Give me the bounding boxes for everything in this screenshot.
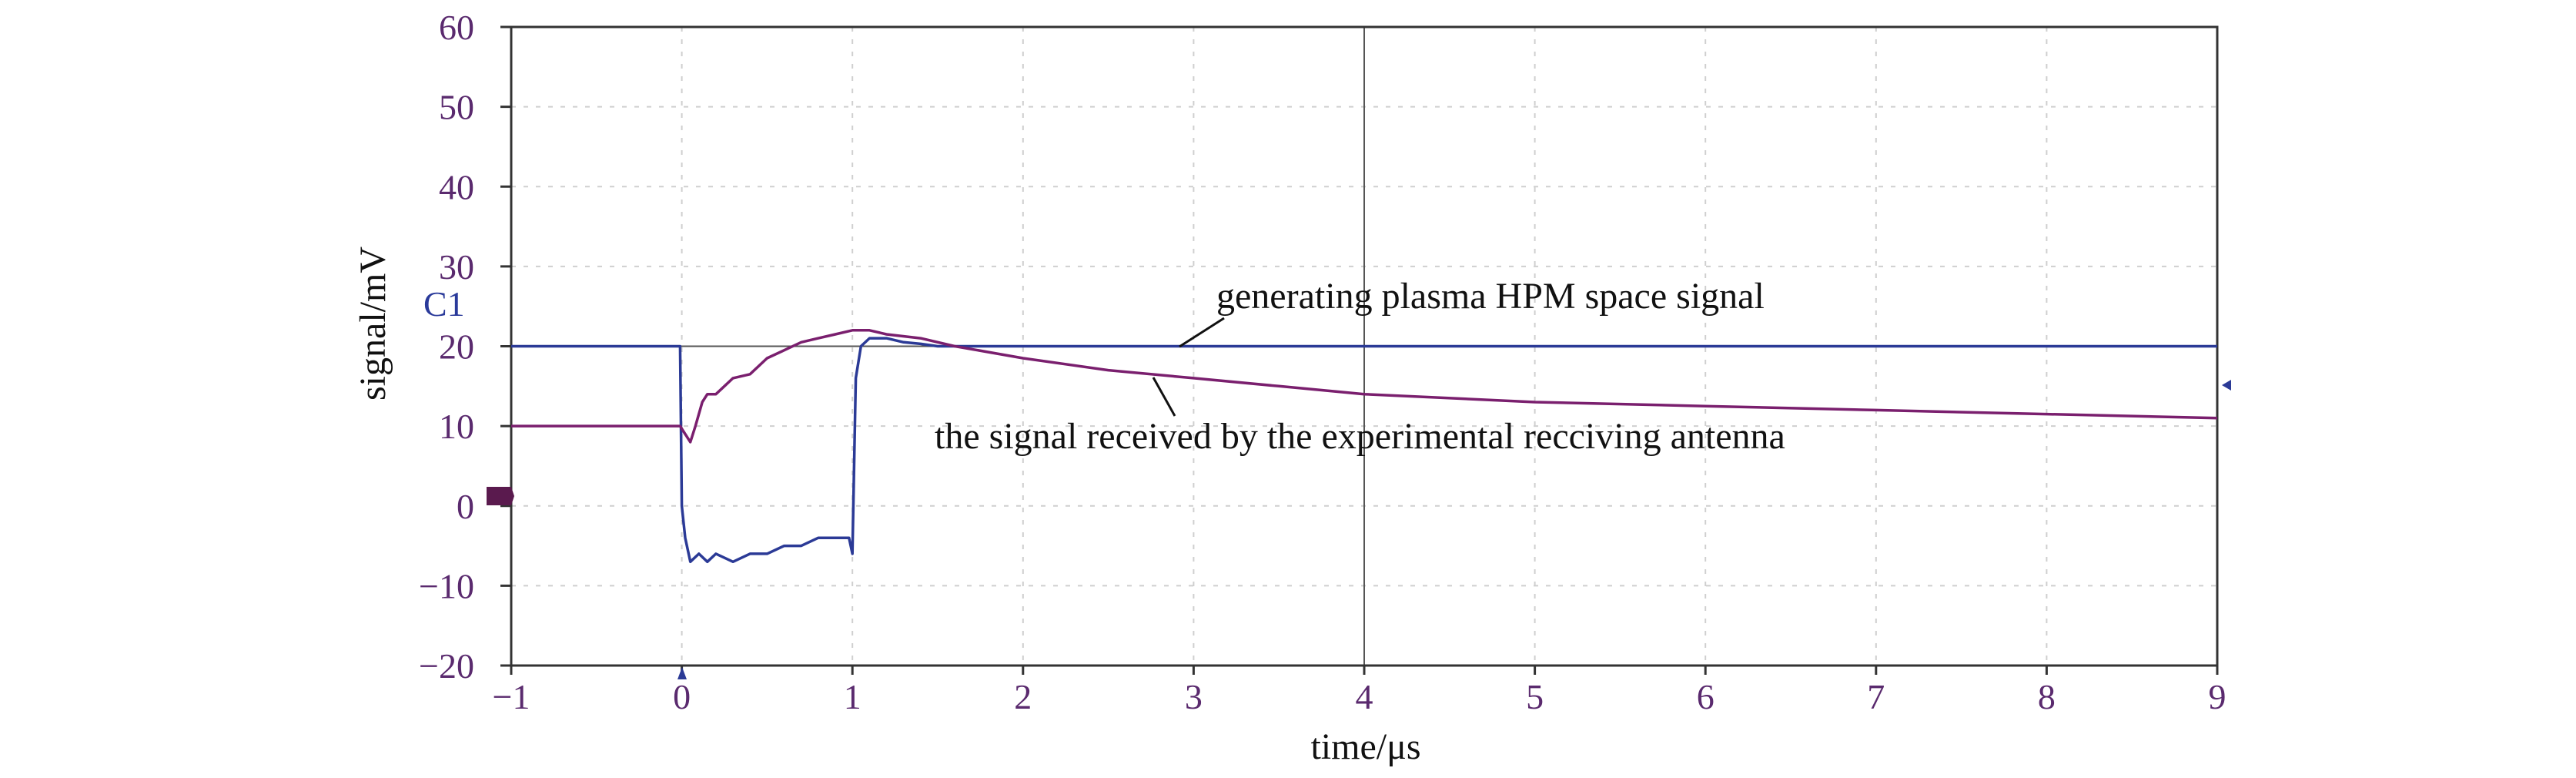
- x-tick-labels: −1 0 1 2 3 4 5 6 7 8 9: [493, 666, 2226, 716]
- y-tick-label: 40: [439, 167, 474, 206]
- x-tick-label: 1: [844, 677, 861, 716]
- x-tick-label: 4: [1356, 677, 1373, 716]
- y-tick-label: 10: [439, 407, 474, 446]
- y-tick-label: 50: [439, 88, 474, 127]
- y-tick-label: 30: [439, 247, 474, 287]
- channel-c1-label: C1: [423, 284, 465, 324]
- y-tick-labels: −20 −10 0 10 20 30 40 50 60: [419, 8, 511, 686]
- y-tick-label: 20: [439, 327, 474, 367]
- y-tick-label: 0: [457, 487, 474, 526]
- x-tick-label: 3: [1185, 677, 1203, 716]
- x-tick-label: 8: [2038, 677, 2056, 716]
- x-tick-label: 9: [2209, 677, 2226, 716]
- offset-marker-right: [2222, 380, 2231, 391]
- series-layer: [511, 329, 2218, 564]
- y-axis-label: signal/mV: [353, 246, 393, 401]
- y-tick-label: −20: [419, 646, 474, 686]
- x-tick-label: 5: [1526, 677, 1544, 716]
- annotation-received-signal: the signal received by the experimental …: [935, 416, 1785, 457]
- series-line-blue: [511, 337, 2217, 564]
- annotation-received-leader: [1152, 377, 1176, 417]
- annotation-plasma-signal: generating plasma HPM space signal: [1216, 276, 1765, 317]
- x-axis-label: time/μs: [1310, 726, 1420, 767]
- series-line-purple: [511, 329, 2218, 444]
- trigger-marker-bottom: [677, 667, 687, 679]
- channel-marker-left: [487, 487, 514, 505]
- annotation-plasma-leader: [1179, 317, 1225, 348]
- x-tick-label: 0: [673, 677, 691, 716]
- x-tick-label: 7: [1867, 677, 1885, 716]
- x-tick-label: −1: [493, 677, 530, 716]
- x-tick-label: 2: [1014, 677, 1032, 716]
- y-tick-label: 60: [439, 8, 474, 47]
- x-tick-label: 6: [1697, 677, 1715, 716]
- y-tick-label: −10: [419, 566, 474, 605]
